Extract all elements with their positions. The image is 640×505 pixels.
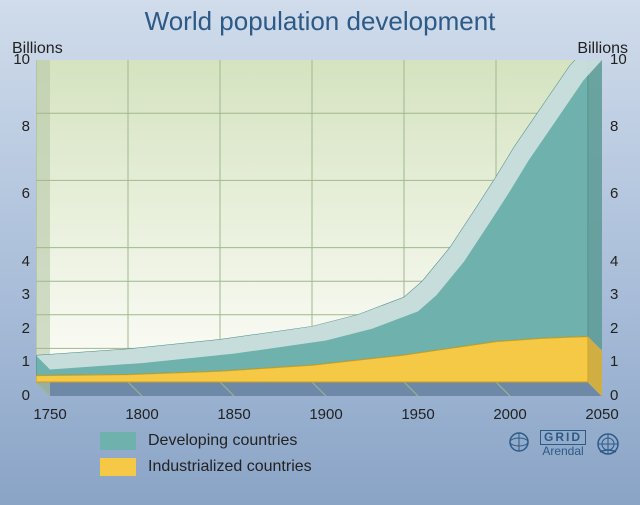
- chart-plot-area: [36, 60, 602, 410]
- y-tick-label: 0: [4, 387, 30, 404]
- chart-svg: [36, 60, 602, 410]
- x-tick-label: 1900: [306, 406, 346, 423]
- x-tick-label: 1800: [122, 406, 162, 423]
- y-tick-label: 4: [610, 253, 636, 270]
- y-tick-label: 3: [610, 286, 636, 303]
- unep-icon: [506, 431, 532, 457]
- x-tick-label: 1950: [398, 406, 438, 423]
- legend-item-industrialized: Industrialized countries: [100, 454, 312, 480]
- x-tick-label: 2050: [582, 406, 622, 423]
- legend-swatch: [100, 458, 136, 476]
- un-icon: [594, 430, 622, 458]
- legend: Developing countries Industrialized coun…: [100, 428, 312, 480]
- y-tick-label: 2: [4, 320, 30, 337]
- y-tick-label: 1: [4, 353, 30, 370]
- y-tick-label: 1: [610, 353, 636, 370]
- x-tick-label: 1750: [30, 406, 70, 423]
- grid-box: GRID: [540, 430, 586, 445]
- y-tick-label: 2: [610, 320, 636, 337]
- y-tick-label: 6: [4, 185, 30, 202]
- x-tick-label: 1850: [214, 406, 254, 423]
- y-tick-label: 0: [610, 387, 636, 404]
- y-tick-label: 4: [4, 253, 30, 270]
- credit-block: GRID Arendal: [506, 430, 622, 458]
- y-tick-label: 8: [4, 118, 30, 135]
- legend-label: Developing countries: [148, 432, 297, 450]
- y-tick-label: 8: [610, 118, 636, 135]
- chart-title: World population development: [0, 6, 640, 37]
- y-tick-label: 10: [4, 51, 30, 68]
- credit-arendal: Arendal: [542, 445, 583, 458]
- legend-swatch: [100, 432, 136, 450]
- legend-item-developing: Developing countries: [100, 428, 312, 454]
- y-tick-label: 6: [610, 185, 636, 202]
- x-tick-label: 2000: [490, 406, 530, 423]
- y-tick-label: 10: [610, 51, 636, 68]
- y-tick-label: 3: [4, 286, 30, 303]
- legend-label: Industrialized countries: [148, 458, 312, 476]
